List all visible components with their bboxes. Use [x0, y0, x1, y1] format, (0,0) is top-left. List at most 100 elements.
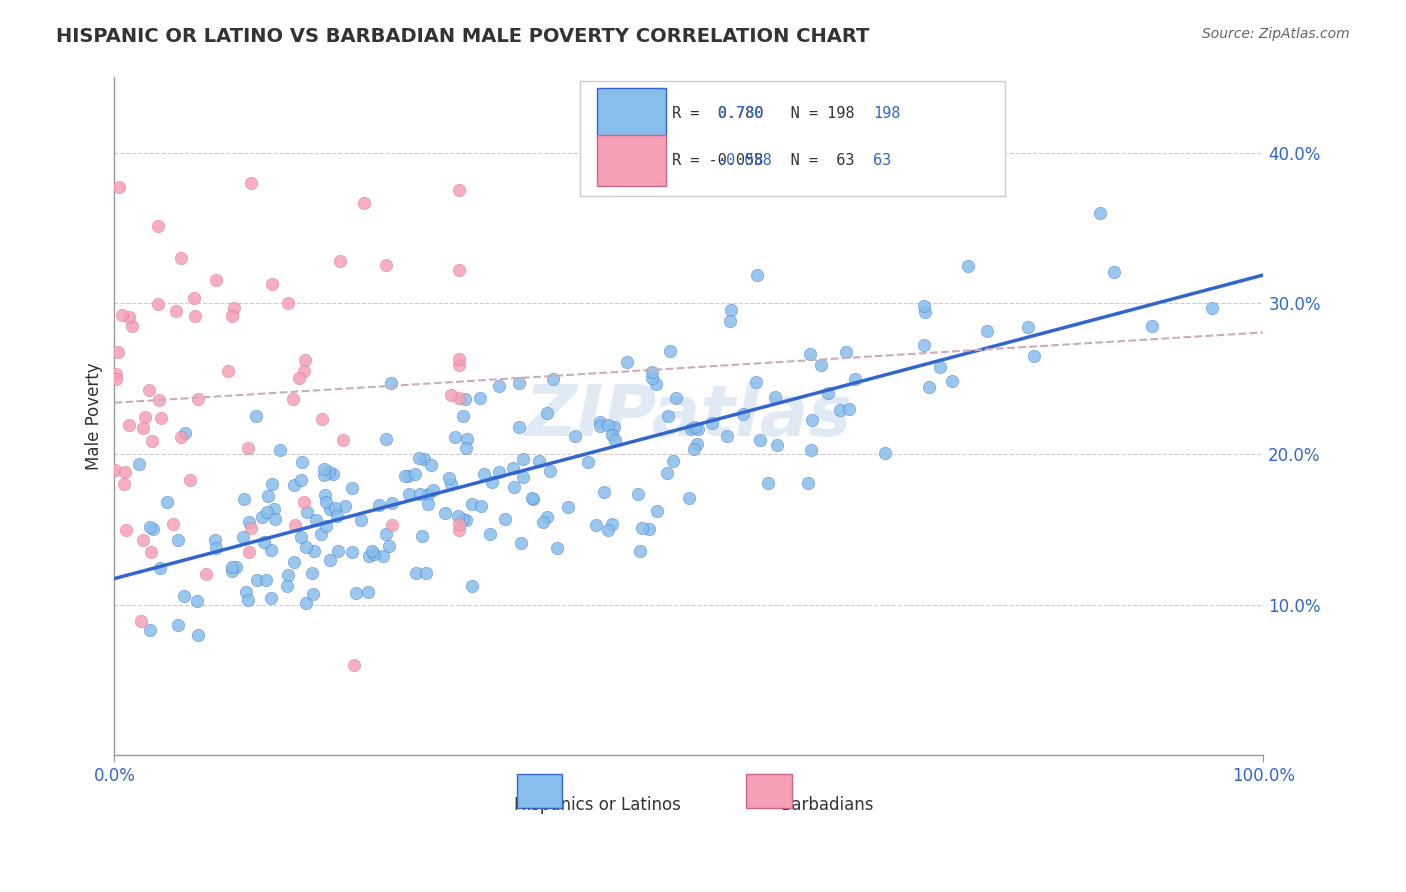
Hispanics or Latinos	[817, 385, 839, 400]
Hispanics or Latinos	[315, 494, 337, 508]
Hispanics or Latinos	[235, 585, 257, 599]
Hispanics or Latinos	[835, 344, 858, 359]
Hispanics or Latinos	[527, 453, 550, 467]
Hispanics or Latinos	[149, 561, 172, 575]
Hispanics or Latinos	[745, 376, 768, 390]
Hispanics or Latinos	[314, 462, 336, 476]
Text: R = -0.058   N =  63: R = -0.058 N = 63	[672, 153, 853, 169]
FancyBboxPatch shape	[747, 773, 792, 807]
Hispanics or Latinos	[546, 541, 568, 555]
Barbadians	[294, 352, 316, 367]
Hispanics or Latinos	[585, 518, 607, 533]
Hispanics or Latinos	[257, 489, 280, 503]
Hispanics or Latinos	[686, 437, 709, 451]
Barbadians	[221, 310, 243, 324]
Barbadians	[217, 364, 239, 378]
Text: ZIPatlas: ZIPatlas	[526, 382, 852, 450]
Barbadians	[187, 392, 209, 407]
Barbadians	[292, 364, 315, 378]
Hispanics or Latinos	[139, 520, 162, 534]
Hispanics or Latinos	[305, 513, 328, 527]
Hispanics or Latinos	[333, 499, 356, 513]
Hispanics or Latinos	[1102, 265, 1125, 279]
Barbadians	[262, 277, 284, 291]
Hispanics or Latinos	[616, 355, 638, 369]
Barbadians	[141, 434, 163, 448]
FancyBboxPatch shape	[579, 81, 1005, 196]
Hispanics or Latinos	[1090, 206, 1112, 220]
Hispanics or Latinos	[763, 390, 786, 404]
Hispanics or Latinos	[294, 596, 316, 610]
Hispanics or Latinos	[315, 519, 337, 533]
Hispanics or Latinos	[294, 540, 316, 554]
Hispanics or Latinos	[128, 457, 150, 471]
Hispanics or Latinos	[319, 501, 342, 516]
Hispanics or Latinos	[295, 505, 318, 519]
Barbadians	[311, 411, 333, 425]
Hispanics or Latinos	[683, 442, 706, 456]
Hispanics or Latinos	[702, 417, 724, 431]
Hispanics or Latinos	[447, 509, 470, 524]
Hispanics or Latinos	[276, 579, 298, 593]
Barbadians	[239, 521, 262, 535]
Hispanics or Latinos	[875, 446, 897, 460]
Hispanics or Latinos	[745, 268, 768, 283]
Hispanics or Latinos	[765, 437, 787, 451]
Hispanics or Latinos	[454, 441, 477, 455]
Hispanics or Latinos	[361, 544, 384, 558]
Barbadians	[129, 614, 152, 628]
Hispanics or Latinos	[657, 467, 679, 481]
Hispanics or Latinos	[301, 566, 323, 581]
Hispanics or Latinos	[357, 549, 380, 563]
Hispanics or Latinos	[600, 428, 623, 442]
Hispanics or Latinos	[472, 467, 495, 481]
Hispanics or Latinos	[1140, 318, 1163, 333]
Hispanics or Latinos	[844, 372, 866, 386]
Hispanics or Latinos	[322, 467, 344, 481]
Hispanics or Latinos	[810, 358, 832, 372]
Barbadians	[240, 176, 263, 190]
Barbadians	[114, 523, 136, 537]
Hispanics or Latinos	[378, 539, 401, 553]
Barbadians	[134, 410, 156, 425]
Hispanics or Latinos	[416, 487, 439, 501]
Barbadians	[449, 391, 471, 405]
Hispanics or Latinos	[912, 338, 935, 352]
Hispanics or Latinos	[800, 442, 823, 457]
Barbadians	[141, 544, 163, 558]
Hispanics or Latinos	[976, 324, 998, 338]
Hispanics or Latinos	[290, 473, 312, 487]
Hispanics or Latinos	[661, 454, 683, 468]
Hispanics or Latinos	[928, 360, 950, 375]
Hispanics or Latinos	[290, 530, 312, 544]
Hispanics or Latinos	[957, 260, 980, 274]
Barbadians	[236, 441, 259, 455]
Hispanics or Latinos	[454, 392, 477, 406]
Hispanics or Latinos	[508, 419, 530, 434]
Barbadians	[449, 263, 471, 277]
Hispanics or Latinos	[405, 566, 427, 580]
Hispanics or Latinos	[238, 515, 260, 529]
Hispanics or Latinos	[166, 617, 188, 632]
Hispanics or Latinos	[314, 468, 336, 483]
Hispanics or Latinos	[522, 492, 544, 507]
Hispanics or Latinos	[340, 544, 363, 558]
Hispanics or Latinos	[173, 425, 195, 440]
Barbadians	[104, 371, 127, 385]
Hispanics or Latinos	[1201, 301, 1223, 315]
Barbadians	[284, 518, 307, 533]
Hispanics or Latinos	[319, 553, 342, 567]
Barbadians	[138, 384, 160, 398]
Hispanics or Latinos	[204, 533, 226, 548]
Hispanics or Latinos	[488, 465, 510, 479]
Hispanics or Latinos	[262, 477, 284, 491]
FancyBboxPatch shape	[516, 773, 562, 807]
Hispanics or Latinos	[232, 530, 254, 544]
Hispanics or Latinos	[245, 409, 267, 424]
Barbadians	[277, 296, 299, 310]
Hispanics or Latinos	[914, 304, 936, 318]
Hispanics or Latinos	[627, 487, 650, 501]
Hispanics or Latinos	[411, 529, 433, 543]
Hispanics or Latinos	[260, 542, 283, 557]
Hispanics or Latinos	[557, 500, 579, 515]
